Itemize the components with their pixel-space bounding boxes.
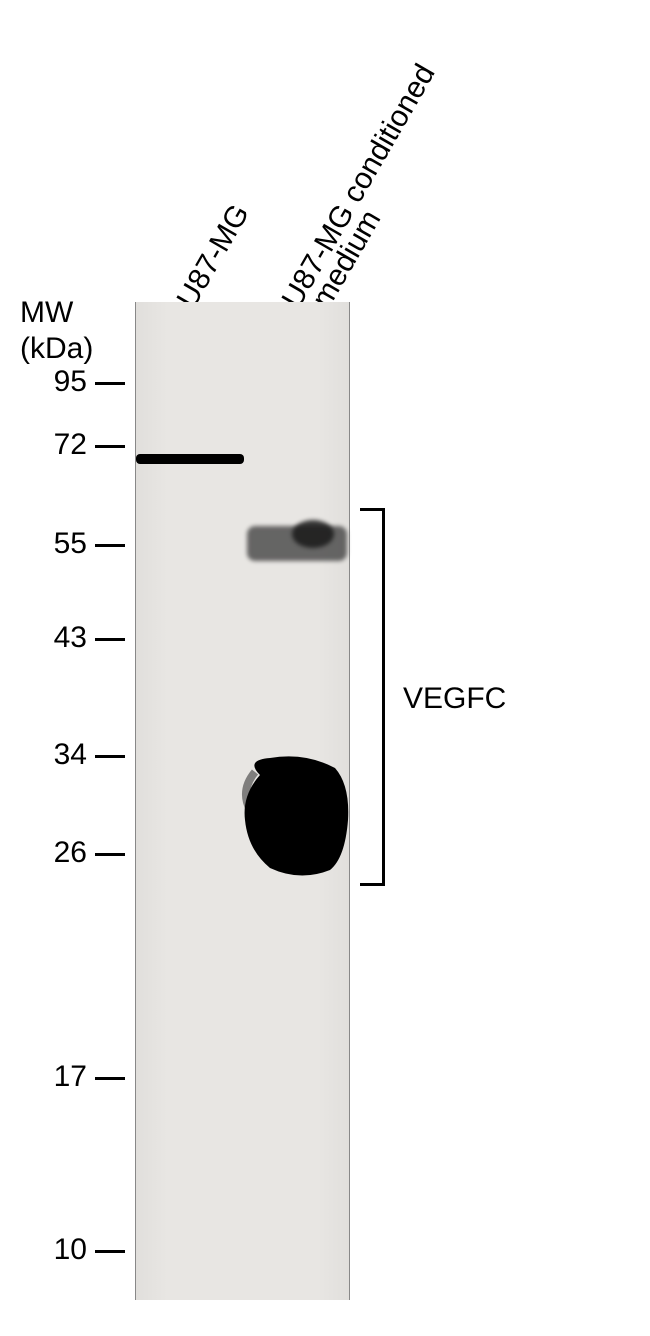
mw-tick-17: 17 [42, 1060, 125, 1094]
mw-tick-72: 72 [42, 428, 125, 462]
band-lane2-30kda-blob [230, 750, 360, 890]
band-lane2-58kda-dark [292, 520, 334, 548]
tick-mark [95, 638, 125, 641]
tick-mark [95, 382, 125, 385]
mw-tick-value: 34 [42, 738, 87, 772]
mw-tick-95: 95 [42, 365, 125, 399]
tick-mark [95, 544, 125, 547]
mw-tick-26: 26 [42, 836, 125, 870]
mw-header-line1: MW [20, 295, 93, 331]
tick-mark [95, 853, 125, 856]
mw-tick-value: 95 [42, 365, 87, 399]
mw-tick-value: 43 [42, 621, 87, 655]
mw-tick-34: 34 [42, 738, 125, 772]
tick-mark [95, 445, 125, 448]
mw-tick-value: 26 [42, 836, 87, 870]
mw-tick-10: 10 [42, 1233, 125, 1267]
target-bracket [360, 508, 385, 886]
mw-axis-header: MW (kDa) [20, 295, 93, 367]
band-lane1-70kda [136, 454, 244, 464]
tick-mark [95, 1077, 125, 1080]
mw-tick-value: 17 [42, 1060, 87, 1094]
tick-mark [95, 755, 125, 758]
lane-label-2a: U87-MG conditioned [276, 59, 443, 314]
mw-tick-value: 55 [42, 527, 87, 561]
lane-label-1: U87-MG [171, 199, 257, 314]
western-blot-figure: U87-MG U87-MG conditioned medium MW (kDa… [0, 0, 650, 1336]
mw-tick-43: 43 [42, 621, 125, 655]
mw-tick-value: 72 [42, 428, 87, 462]
target-label: VEGFC [403, 682, 506, 716]
mw-tick-value: 10 [42, 1233, 87, 1267]
mw-tick-55: 55 [42, 527, 125, 561]
mw-header-line2: (kDa) [20, 331, 93, 367]
tick-mark [95, 1250, 125, 1253]
